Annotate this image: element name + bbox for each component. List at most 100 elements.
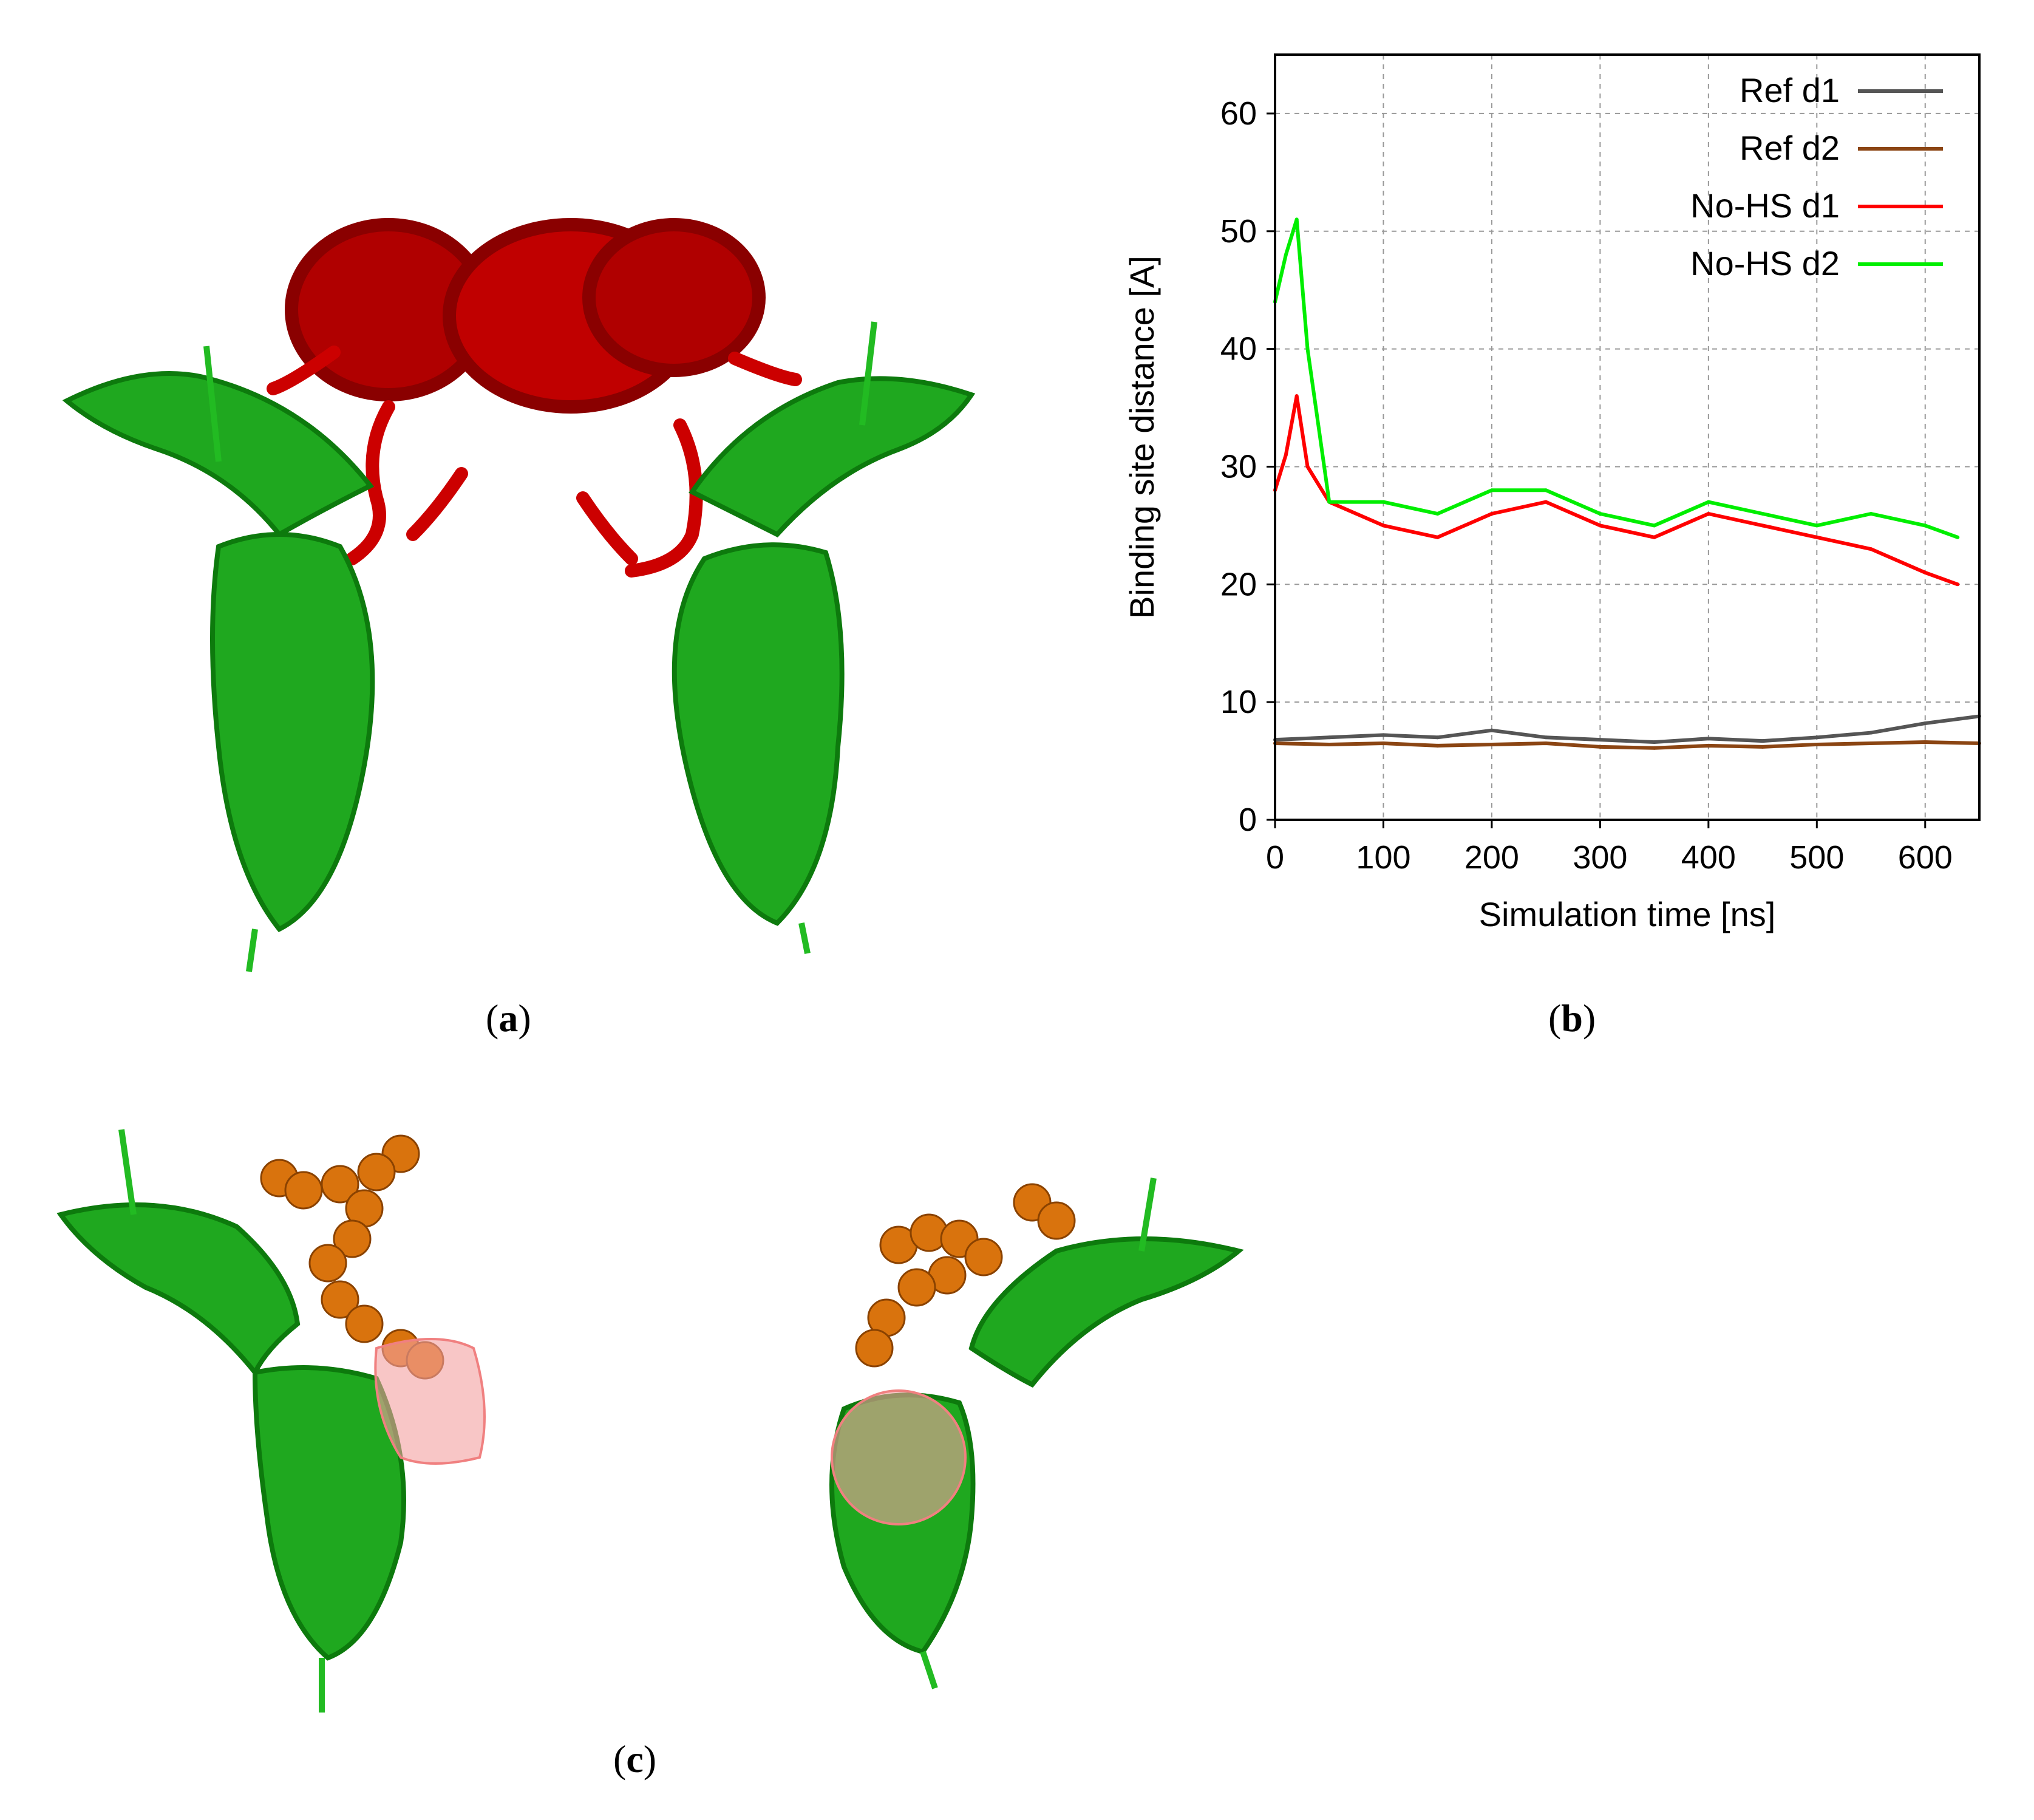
caption-b: (b) <box>1548 996 1596 1041</box>
x-tick-label: 100 <box>1356 839 1410 876</box>
series-point-0 <box>1327 735 1332 740</box>
series-point-1 <box>1652 746 1656 750</box>
series-point-0 <box>1761 739 1765 743</box>
y-tick-label: 30 <box>1220 448 1257 485</box>
y-tick-label: 20 <box>1220 566 1257 602</box>
y-axis-label: Binding site distance [A] <box>1123 256 1161 619</box>
series-point-3 <box>1923 523 1927 528</box>
series-line-3 <box>1273 217 1959 539</box>
panel-b-chart: 0 100 200 300 400 500 600 0 10 20 30 40 50 60 Simula… <box>1081 24 2004 972</box>
series-point-1 <box>1923 740 1927 745</box>
monomer-pair-figure <box>56 1129 1244 1713</box>
series-point-3 <box>1305 347 1310 351</box>
y-tick-label: 50 <box>1220 213 1257 250</box>
series-point-1 <box>1761 745 1765 749</box>
series-point-0 <box>1489 728 1494 732</box>
series-point-3 <box>1435 512 1440 516</box>
chart-series <box>1273 217 1981 750</box>
series-point-2 <box>1294 394 1299 398</box>
series-point-0 <box>1923 721 1927 726</box>
legend-label-3: No-HS d2 <box>1690 244 1840 282</box>
series-point-3 <box>1956 535 1960 539</box>
ligand-spheres-right <box>855 1183 1076 1368</box>
x-axis-label: Simulation time [ns] <box>1479 895 1776 933</box>
chart-grid <box>1267 55 1979 828</box>
series-point-3 <box>1284 253 1288 257</box>
x-tick-label: 500 <box>1789 839 1844 876</box>
series-line-2 <box>1273 394 1959 587</box>
y-tick-label: 0 <box>1239 802 1257 838</box>
series-point-3 <box>1815 523 1819 528</box>
series-point-2 <box>1815 535 1819 539</box>
y-tick-label: 60 <box>1220 95 1257 132</box>
series-point-2 <box>1923 570 1927 574</box>
x-tick-label: 300 <box>1573 839 1627 876</box>
series-point-2 <box>1284 453 1288 457</box>
red-helical-domain <box>267 218 802 578</box>
caption-a-letter: a <box>498 997 519 1040</box>
chart-frame <box>1274 53 1981 821</box>
series-point-2 <box>1869 547 1873 551</box>
right-monomer <box>829 1178 1244 1689</box>
series-point-0 <box>1381 733 1386 737</box>
series-point-1 <box>1435 743 1440 748</box>
mesh-surface-right <box>831 1389 967 1525</box>
x-tick-label: 200 <box>1464 839 1519 876</box>
x-tick-label: 600 <box>1898 839 1953 876</box>
x-tick-labels: 0 100 200 300 400 500 600 <box>1266 839 1953 876</box>
panel-a-structure <box>49 170 1020 996</box>
series-point-0 <box>1815 735 1819 740</box>
left-green-domain <box>62 346 375 972</box>
caption-a-close: ) <box>518 997 531 1040</box>
series-point-1 <box>1815 742 1819 746</box>
series-point-3 <box>1381 500 1386 504</box>
series-point-2 <box>1435 535 1440 539</box>
y-tick-label: 40 <box>1220 331 1257 367</box>
caption-c-letter: c <box>626 1737 644 1781</box>
series-point-2 <box>1706 512 1710 516</box>
series-point-3 <box>1598 512 1602 516</box>
panel-c-structures <box>36 1117 1251 1725</box>
series-point-0 <box>1869 731 1873 735</box>
series-point-1 <box>1706 743 1710 748</box>
series-point-2 <box>1598 523 1602 528</box>
series-point-1 <box>1327 742 1332 746</box>
series-point-3 <box>1761 512 1765 516</box>
series-point-1 <box>1598 745 1602 749</box>
series-point-2 <box>1489 512 1494 516</box>
caption-c-close: ) <box>643 1737 657 1781</box>
distance-chart: 0 100 200 300 400 500 600 0 10 20 30 40 50 60 Simula… <box>1123 53 1981 933</box>
series-point-2 <box>1381 523 1386 528</box>
series-point-2 <box>1956 582 1960 587</box>
series-point-1 <box>1489 742 1494 746</box>
series-point-3 <box>1706 500 1710 504</box>
right-green-domain <box>672 321 976 954</box>
mesh-surface-left <box>374 1338 486 1465</box>
series-point-0 <box>1652 740 1656 745</box>
caption-b-close: ) <box>1582 997 1596 1040</box>
series-point-3 <box>1652 523 1656 528</box>
y-tick-labels: 0 10 20 30 40 50 60 <box>1220 95 1257 838</box>
legend-label-0: Ref d1 <box>1740 71 1840 109</box>
legend-label-1: Ref d2 <box>1740 129 1840 167</box>
series-point-2 <box>1761 523 1765 528</box>
series-point-1 <box>1869 741 1873 745</box>
series-point-0 <box>1598 738 1602 742</box>
series-point-0 <box>1544 735 1548 740</box>
series-point-1 <box>1544 741 1548 745</box>
caption-c-open: ( <box>613 1737 627 1781</box>
series-point-1 <box>1381 741 1386 745</box>
series-point-3 <box>1544 488 1548 492</box>
x-tick-label: 400 <box>1681 839 1736 876</box>
caption-b-letter: b <box>1561 997 1583 1040</box>
protein-dimer-figure <box>62 218 976 972</box>
caption-a: (a) <box>486 996 531 1041</box>
series-point-3 <box>1294 217 1299 222</box>
caption-c: (c) <box>613 1737 656 1782</box>
series-point-3 <box>1489 488 1494 492</box>
series-point-2 <box>1652 535 1656 539</box>
series-point-3 <box>1869 512 1873 516</box>
series-point-3 <box>1327 500 1332 504</box>
x-tick-label: 0 <box>1266 839 1284 876</box>
series-line-1 <box>1274 740 1980 750</box>
